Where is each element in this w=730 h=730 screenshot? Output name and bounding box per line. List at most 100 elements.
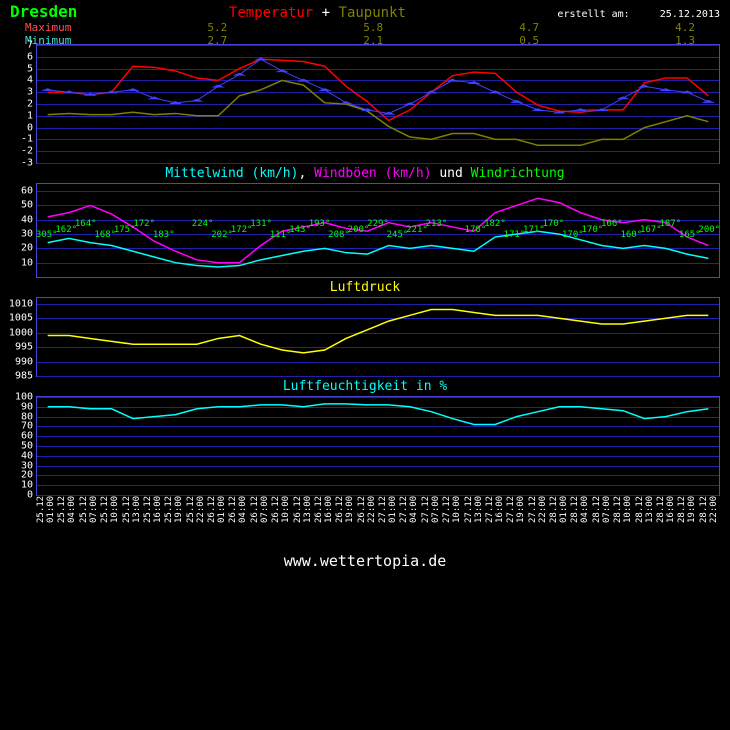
y-tick-label: 1 bbox=[27, 110, 33, 121]
max-label: Maximum bbox=[25, 21, 71, 34]
x-tick: 25.12 22:00 bbox=[186, 496, 207, 548]
y-tick-label: -2 bbox=[21, 146, 33, 157]
y-tick-label: 90 bbox=[21, 401, 33, 412]
y-tick-label: 4 bbox=[27, 75, 33, 86]
temperature-chart: -3-2-101234567 bbox=[36, 44, 720, 164]
created-label: erstellt am: bbox=[557, 9, 629, 20]
p-line bbox=[48, 310, 709, 353]
windboen-label: Windböen (km/h) bbox=[314, 166, 431, 181]
wind-dir-label: 166° bbox=[601, 219, 623, 229]
minimum-line bbox=[48, 80, 709, 145]
x-tick: 25.12 10:00 bbox=[100, 496, 121, 548]
y-tick-label: 80 bbox=[21, 411, 33, 422]
gust-line bbox=[48, 198, 709, 262]
x-tick: 28.12 10:00 bbox=[613, 496, 634, 548]
max-value: 4.7 bbox=[519, 21, 539, 34]
temp-marker bbox=[126, 88, 140, 91]
temp-marker bbox=[638, 85, 652, 88]
y-tick-label: 30 bbox=[21, 229, 33, 240]
wind-dir-label: 167° bbox=[640, 225, 662, 235]
wind-dir-label: 305° bbox=[36, 230, 58, 240]
temp-marker bbox=[190, 99, 204, 102]
wind-dir-label: 172° bbox=[231, 225, 253, 235]
y-tick-label: 70 bbox=[21, 421, 33, 432]
y-tick-label: 1005 bbox=[9, 313, 33, 324]
max-value: 5.8 bbox=[363, 21, 383, 34]
x-tick: 26.12 22:00 bbox=[357, 496, 378, 548]
x-tick: 25.12 04:00 bbox=[57, 496, 78, 548]
y-tick-label: 995 bbox=[15, 342, 33, 353]
x-tick: 28.12 07:00 bbox=[592, 496, 613, 548]
x-tick: 27.12 10:00 bbox=[442, 496, 463, 548]
y-tick-label: 0 bbox=[27, 490, 33, 501]
x-tick: 28.12 19:00 bbox=[677, 496, 698, 548]
wind-dir-label: 131° bbox=[250, 219, 272, 229]
wind-dir-label: 224° bbox=[192, 219, 214, 229]
x-tick: 28.12 16:00 bbox=[656, 496, 677, 548]
x-tick: 25.12 19:00 bbox=[164, 496, 185, 548]
wind-dir-label: 229° bbox=[367, 219, 389, 229]
x-tick: 25.12 01:00 bbox=[36, 496, 57, 548]
wind-dir-label: 200° bbox=[698, 225, 720, 235]
temp-marker bbox=[339, 101, 353, 104]
x-tick: 26.12 07:00 bbox=[250, 496, 271, 548]
wind-dir-label: 170° bbox=[543, 219, 565, 229]
luftdruck-label: Luftdruck bbox=[330, 280, 400, 295]
y-tick-label: 100 bbox=[15, 392, 33, 403]
y-tick-label: 60 bbox=[21, 431, 33, 442]
temp-marker bbox=[510, 100, 524, 103]
y-tick-label: 40 bbox=[21, 214, 33, 225]
humidity-title: Luftfeuchtigkeit in % bbox=[0, 377, 730, 396]
temp-marker bbox=[233, 73, 247, 76]
wind-dir-label: 208° bbox=[328, 230, 350, 240]
x-axis: 25.12 01:0025.12 04:0025.12 07:0025.12 1… bbox=[36, 496, 720, 548]
y-tick-label: 6 bbox=[27, 51, 33, 62]
header: Dresden Temperatur + Taupunkt erstellt a… bbox=[0, 0, 730, 44]
mittelwind-label: Mittelwind (km/h) bbox=[165, 166, 298, 181]
x-tick: 28.12 01:00 bbox=[549, 496, 570, 548]
wind-dir-label: 213° bbox=[426, 219, 448, 229]
y-tick-label: 985 bbox=[15, 371, 33, 382]
temp-marker bbox=[702, 100, 716, 103]
x-tick: 26.12 16:00 bbox=[314, 496, 335, 548]
y-tick-label: 990 bbox=[15, 356, 33, 367]
x-tick: 27.12 13:00 bbox=[464, 496, 485, 548]
temp-marker bbox=[211, 85, 225, 88]
humidity-chart: 0102030405060708090100 bbox=[36, 396, 720, 496]
wind-chart: 102030405060305°162°164°168°175°172°183°… bbox=[36, 183, 720, 278]
wind-dir-label: 200° bbox=[348, 225, 370, 235]
wind-dir-label: 111° bbox=[270, 230, 292, 240]
temp-marker bbox=[41, 88, 55, 91]
y-tick-label: 10 bbox=[21, 257, 33, 268]
y-tick-label: -3 bbox=[21, 158, 33, 169]
plus: + bbox=[322, 5, 330, 21]
y-tick-label: 20 bbox=[21, 243, 33, 254]
temp-marker bbox=[297, 79, 311, 82]
x-tick: 25.12 13:00 bbox=[122, 496, 143, 548]
wind-dir-label: 143° bbox=[289, 225, 311, 235]
y-tick-label: 50 bbox=[21, 200, 33, 211]
y-tick-label: 3 bbox=[27, 87, 33, 98]
y-tick-label: -1 bbox=[21, 134, 33, 145]
taupunkt-title: Taupunkt bbox=[339, 5, 406, 21]
wind-dir-label: 175° bbox=[114, 225, 136, 235]
wind-dir-label: 171° bbox=[504, 230, 526, 240]
x-tick: 27.12 22:00 bbox=[528, 496, 549, 548]
y-tick-label: 60 bbox=[21, 186, 33, 197]
y-tick-label: 1010 bbox=[9, 298, 33, 309]
y-tick-label: 1000 bbox=[9, 327, 33, 338]
x-tick: 26.12 04:00 bbox=[228, 496, 249, 548]
y-tick-label: 0 bbox=[27, 122, 33, 133]
wind-dir-label: 221° bbox=[406, 225, 428, 235]
x-tick: 28.12 04:00 bbox=[570, 496, 591, 548]
created-date: 25.12.2013 bbox=[660, 9, 720, 20]
temp-marker bbox=[403, 102, 417, 105]
x-tick: 26.12 19:00 bbox=[335, 496, 356, 548]
y-tick-label: 40 bbox=[21, 450, 33, 461]
wind-title: Mittelwind (km/h), Windböen (km/h) und W… bbox=[0, 164, 730, 183]
x-tick: 27.12 04:00 bbox=[399, 496, 420, 548]
y-tick-label: 10 bbox=[21, 480, 33, 491]
temp-marker bbox=[275, 69, 289, 72]
wind-dir-label: 245° bbox=[387, 230, 409, 240]
x-tick: 26.12 13:00 bbox=[293, 496, 314, 548]
